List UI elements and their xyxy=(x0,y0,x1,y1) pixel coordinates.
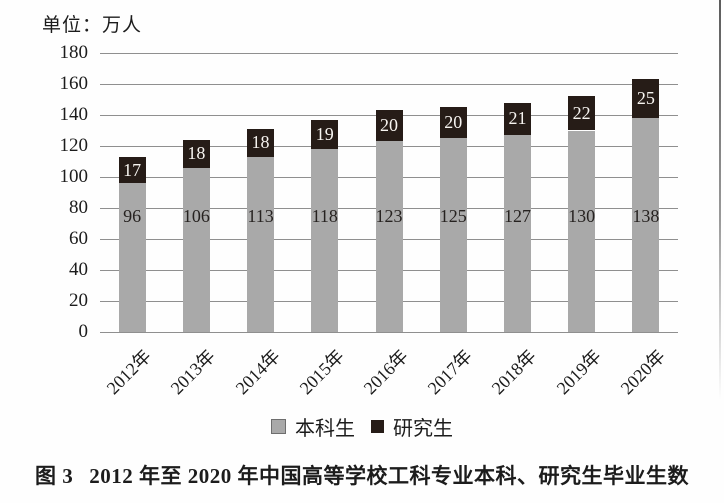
bar-graduate-2020年: 25 xyxy=(632,79,660,119)
bar-graduate-2017年: 20 xyxy=(439,107,467,139)
value-label-undergraduate-2013年: 106 xyxy=(182,206,210,226)
legend-item-graduate: 研究生 xyxy=(371,412,453,441)
y-tick-label-80: 80 xyxy=(69,197,88,218)
gridline-180 xyxy=(100,53,678,54)
gridline-0 xyxy=(100,332,678,333)
bar-undergraduate-2014年 xyxy=(247,156,275,332)
gridline-160 xyxy=(100,84,678,85)
stacked-bar-chart: 0 20 40 60 80 100 120 140 160 180 17 96 2012年 18 106 20… xyxy=(59,42,678,399)
x-tick-label-2013年: 2013年 xyxy=(166,345,220,399)
x-tick-label-2020年: 2020年 xyxy=(616,345,669,399)
bar-graduate-2013年: 18 xyxy=(182,139,210,168)
y-tick-label-0: 0 xyxy=(78,321,89,342)
graduate-swatch-icon xyxy=(371,420,384,433)
figure-title: 2012 年至 2020 年中国高等学校工科专业本科、研究生毕业生数 xyxy=(89,464,689,488)
x-tick-label-2019年: 2019年 xyxy=(552,345,605,399)
bar-undergraduate-2015年 xyxy=(311,149,339,332)
bar-graduate-2016年: 20 xyxy=(375,110,403,142)
value-label-undergraduate-2016年: 123 xyxy=(375,206,403,226)
bar-undergraduate-2016年 xyxy=(375,141,403,332)
x-tick-label-2017年: 2017年 xyxy=(423,345,477,399)
y-tick-label-140: 140 xyxy=(59,104,89,125)
x-tick-label-2016年: 2016年 xyxy=(359,345,412,399)
y-tick-label-40: 40 xyxy=(69,259,88,280)
x-tick-label-2012年: 2012年 xyxy=(102,345,156,399)
y-tick-label-120: 120 xyxy=(59,135,89,156)
bar-undergraduate-2013年 xyxy=(182,167,210,332)
bar-graduate-2014年: 18 xyxy=(247,128,275,157)
bar-undergraduate-2019年 xyxy=(568,130,596,332)
x-tick-label-2014年: 2014年 xyxy=(231,345,284,399)
bar-undergraduate-2020年 xyxy=(632,118,660,332)
bar-graduate-2019年: 22 xyxy=(568,96,596,131)
value-label-undergraduate-2019年: 130 xyxy=(568,206,596,226)
value-label-undergraduate-2014年: 113 xyxy=(247,206,274,226)
bar-graduate-2012年: 17 xyxy=(118,156,146,184)
x-tick-label-2018年: 2018年 xyxy=(488,345,541,399)
legend-item-undergraduate: 本科生 xyxy=(271,412,355,441)
unit-label: 单位：万人 xyxy=(42,15,143,36)
bar-undergraduate-2012年 xyxy=(118,183,146,332)
value-label-undergraduate-2017年: 125 xyxy=(439,206,467,226)
x-tick-label-2015年: 2015年 xyxy=(295,345,348,399)
value-label-undergraduate-2020年: 138 xyxy=(632,206,660,226)
bar-graduate-2018年: 21 xyxy=(503,102,531,136)
y-tick-label-100: 100 xyxy=(59,166,89,187)
figure-caption: 图 3 2012 年至 2020 年中国高等学校工科专业本科、研究生毕业生数 xyxy=(0,460,724,490)
legend-label-undergraduate: 本科生 xyxy=(295,418,355,440)
value-label-undergraduate-2018年: 127 xyxy=(503,206,531,226)
bar-undergraduate-2017年 xyxy=(439,138,467,332)
undergraduate-swatch-icon xyxy=(271,419,286,434)
chart-legend: 本科生 研究生 xyxy=(0,412,724,441)
y-tick-label-60: 60 xyxy=(69,228,88,249)
y-tick-label-160: 160 xyxy=(59,73,89,94)
y-tick-label-20: 20 xyxy=(69,290,88,311)
figure-number: 图 3 xyxy=(35,464,74,488)
legend-label-graduate: 研究生 xyxy=(393,418,453,440)
value-label-undergraduate-2012年: 96 xyxy=(123,206,142,226)
page-edge-line xyxy=(719,0,721,400)
y-tick-label-180: 180 xyxy=(59,42,89,63)
bar-undergraduate-2018年 xyxy=(503,135,531,332)
value-label-undergraduate-2015年: 118 xyxy=(311,206,338,226)
bar-graduate-2015年: 19 xyxy=(311,119,339,150)
